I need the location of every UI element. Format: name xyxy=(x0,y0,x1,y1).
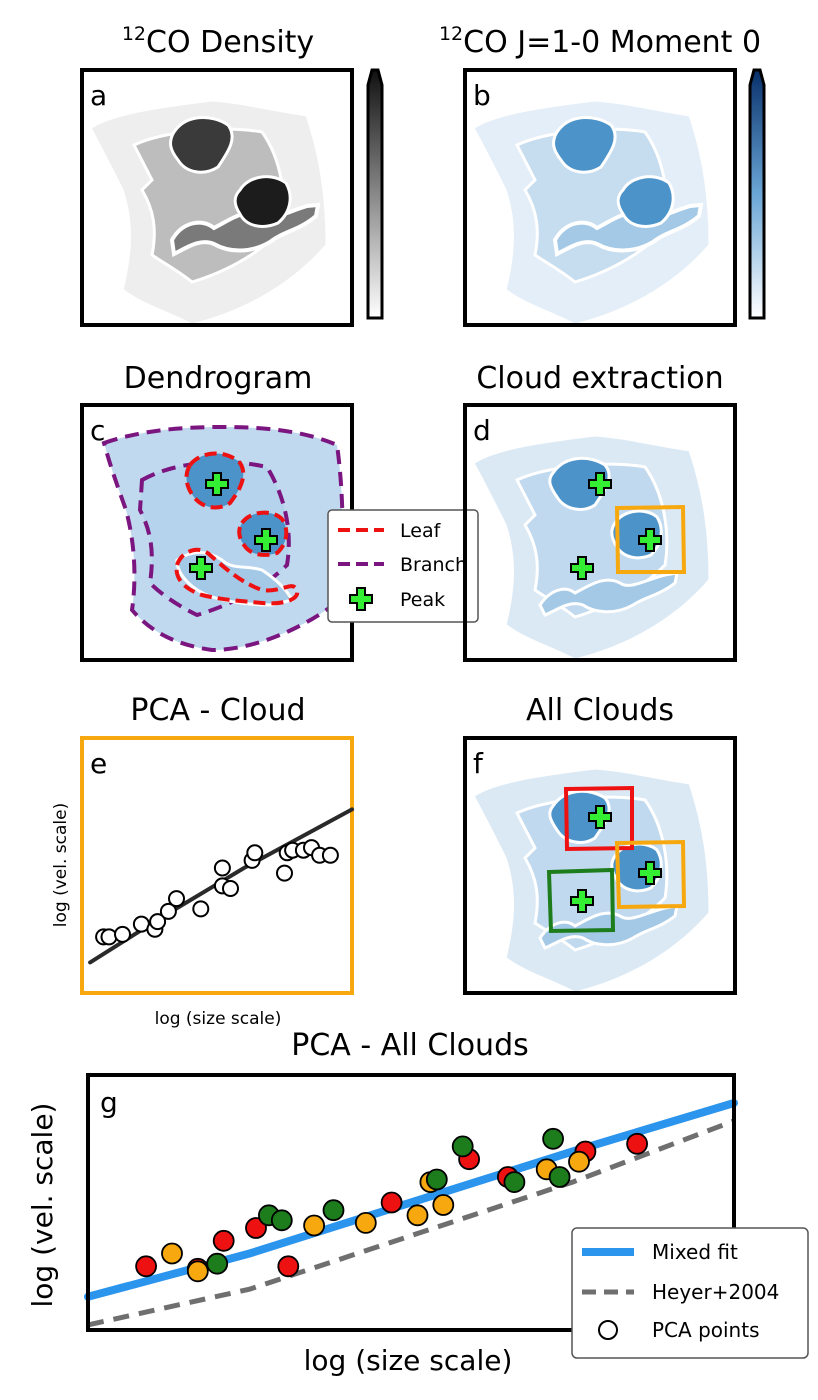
title-a: 12CO Density xyxy=(122,23,314,60)
title-f: All Clouds xyxy=(526,693,674,728)
pca-point-orange xyxy=(432,1194,455,1216)
colorbar-a xyxy=(366,68,384,320)
legend-heyer-label: Heyer+2004 xyxy=(652,1280,779,1304)
legend-c: Leaf Branch Peak xyxy=(327,509,479,623)
legend-pca-swatch xyxy=(598,1320,618,1340)
frame-e xyxy=(80,736,354,995)
pca-point-orange xyxy=(303,1214,326,1237)
pca-point-orange xyxy=(161,1242,183,1265)
pca-point xyxy=(321,846,339,864)
pca-point-green xyxy=(548,1166,571,1188)
frame-f xyxy=(463,736,737,995)
title-g: PCA - All Clouds xyxy=(291,1028,529,1063)
pca-point xyxy=(246,844,264,862)
cloud-box-orange xyxy=(614,839,687,910)
colorbar-b xyxy=(748,68,766,320)
density-map xyxy=(88,98,329,327)
frame-g xyxy=(86,1073,736,1332)
pca-point-orange xyxy=(354,1212,377,1234)
pca-point-green xyxy=(322,1199,345,1222)
legend-pca-label: PCA points xyxy=(652,1318,760,1342)
panel-b: b xyxy=(463,68,766,327)
pca-point-green xyxy=(425,1168,448,1191)
title-b: 12CO J=1-0 Moment 0 xyxy=(439,23,761,60)
cloud-map-f xyxy=(471,766,712,995)
legend-leaf-label: Leaf xyxy=(400,520,442,542)
e-x-axis-label: log (size scale) xyxy=(155,1009,282,1029)
pca-point-red xyxy=(380,1191,403,1214)
label-g: g xyxy=(100,1086,118,1119)
pca-point-orange xyxy=(406,1204,429,1227)
panel-f: f xyxy=(463,736,737,995)
pca-point xyxy=(114,925,131,943)
panel-a: a xyxy=(80,68,384,327)
panel-e: e log (size scale) log (vel. scale) xyxy=(51,736,354,1029)
frame-a xyxy=(80,68,354,327)
frame-d xyxy=(463,403,737,662)
pca-point-red xyxy=(245,1217,267,1239)
pca-point xyxy=(168,890,185,908)
label-e: e xyxy=(90,747,107,780)
g-y-axis-label: log (vel. scale) xyxy=(26,1103,59,1308)
cloud-map-d xyxy=(471,433,712,662)
heyer-2004-line xyxy=(87,1118,735,1328)
pca-point-green xyxy=(542,1127,564,1150)
extracted-cloud-box xyxy=(614,504,687,574)
panel-c: c Leaf Branch Peak xyxy=(80,403,479,662)
pca-point-orange xyxy=(568,1150,590,1173)
pca-point xyxy=(159,902,177,920)
label-c: c xyxy=(90,414,105,447)
legend-branch-label: Branch xyxy=(400,554,467,576)
pca-point-orange xyxy=(186,1260,209,1283)
panel-d: d xyxy=(463,403,737,662)
title-d: Cloud extraction xyxy=(476,361,723,396)
title-e: PCA - Cloud xyxy=(130,693,305,728)
pca-point xyxy=(276,864,293,882)
label-d: d xyxy=(473,414,491,447)
pca-point-green xyxy=(270,1209,293,1232)
legend-peak-label: Peak xyxy=(400,589,445,611)
label-f: f xyxy=(473,747,484,780)
pca-point-green xyxy=(206,1252,229,1275)
cloud-box-green xyxy=(546,867,616,934)
pca-points-all xyxy=(135,1127,648,1283)
dendrogram-map xyxy=(101,424,345,653)
legend-g: Mixed fit Heyer+2004 PCA points xyxy=(571,1227,809,1359)
pca-point-green xyxy=(451,1135,474,1158)
label-b: b xyxy=(473,79,491,112)
moment0-map xyxy=(471,98,712,327)
g-x-axis-label: log (size scale) xyxy=(304,1344,513,1377)
pca-point xyxy=(222,880,239,897)
label-a: a xyxy=(90,79,107,112)
pca-point-red xyxy=(626,1132,648,1155)
pca-points xyxy=(95,839,339,946)
e-y-axis-label: log (vel. scale) xyxy=(51,803,71,927)
pca-point-red xyxy=(135,1255,158,1278)
pca-point-red xyxy=(212,1229,235,1252)
legend-g-box xyxy=(571,1227,809,1359)
cloud-box-red xyxy=(563,785,634,852)
pca-point xyxy=(100,928,118,946)
frame-b xyxy=(463,68,737,327)
panel-g: g log (size scale) log (vel. scale) Mixe… xyxy=(26,1073,809,1377)
pca-point xyxy=(213,859,231,877)
pca-point-red xyxy=(277,1255,300,1278)
title-c: Dendrogram xyxy=(124,361,313,396)
pca-point xyxy=(192,900,210,918)
pca-point xyxy=(149,913,167,931)
legend-mixed-label: Mixed fit xyxy=(652,1240,738,1264)
pca-point-green xyxy=(503,1171,526,1193)
